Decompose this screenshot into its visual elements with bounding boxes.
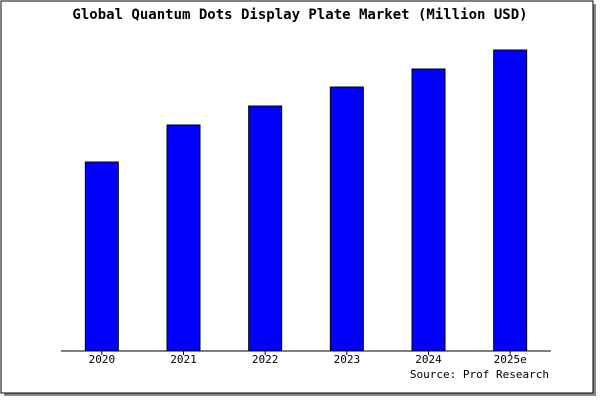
bar xyxy=(411,68,446,352)
chart-title: Global Quantum Dots Display Plate Market… xyxy=(72,7,527,23)
x-tick-label: 2024 xyxy=(415,353,442,366)
bar xyxy=(166,124,201,352)
x-tick-label: 2022 xyxy=(252,353,279,366)
x-tick-label: 2025e xyxy=(494,353,527,366)
x-tick-label: 2020 xyxy=(89,353,116,366)
x-tick-label: 2021 xyxy=(170,353,197,366)
bar xyxy=(329,86,364,352)
bar xyxy=(248,105,283,352)
bar xyxy=(84,161,119,352)
bar xyxy=(493,49,528,352)
x-tick-label: 2023 xyxy=(334,353,361,366)
source-note: Source: Prof Research xyxy=(410,368,549,381)
